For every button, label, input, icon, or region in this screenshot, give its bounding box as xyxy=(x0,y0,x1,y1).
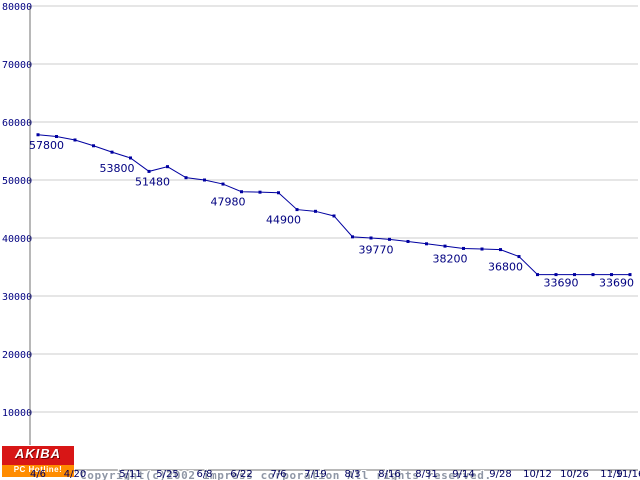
x-axis-label: 6/8 xyxy=(196,469,213,480)
svg-text:50000: 50000 xyxy=(2,176,32,187)
svg-text:10000: 10000 xyxy=(2,408,32,419)
x-axis-label: 7/6 xyxy=(270,469,287,480)
svg-text:57800: 57800 xyxy=(29,139,64,152)
x-axis-label: 9/28 xyxy=(489,469,512,480)
x-axis-label: 8/31 xyxy=(415,469,438,480)
svg-text:33690: 33690 xyxy=(599,277,634,290)
x-axis-label: 5/11 xyxy=(119,469,142,480)
x-axis-label: 8/3 xyxy=(344,469,361,480)
x-axis-label: 7/19 xyxy=(304,469,327,480)
x-axis-label: 10/12 xyxy=(523,469,552,480)
copyright-line1: Copyright(c)2002 impress corporation All… xyxy=(80,469,492,480)
svg-text:80000: 80000 xyxy=(2,2,32,13)
akiba-logo: AKIBA PC Hotline! xyxy=(2,446,74,477)
svg-text:60000: 60000 xyxy=(2,118,32,129)
svg-text:44900: 44900 xyxy=(266,214,301,227)
svg-text:47980: 47980 xyxy=(211,196,246,209)
svg-text:51480: 51480 xyxy=(135,175,170,188)
x-axis-label: 9/14 xyxy=(452,469,475,480)
x-axis-label: 8/16 xyxy=(378,469,401,480)
svg-text:40000: 40000 xyxy=(2,234,32,245)
axes xyxy=(29,6,638,473)
svg-text:38200: 38200 xyxy=(433,252,468,265)
x-axis-label: 4/6 xyxy=(29,469,47,480)
gridlines xyxy=(30,5,638,413)
svg-text:20000: 20000 xyxy=(2,350,32,361)
copyright-block: Copyright(c)2002 impress corporation All… xyxy=(80,441,492,480)
data-point-markers xyxy=(36,133,632,277)
x-axis-label: 10/26 xyxy=(560,469,589,480)
svg-text:53800: 53800 xyxy=(100,162,135,175)
svg-text:39770: 39770 xyxy=(359,243,394,256)
svg-text:36800: 36800 xyxy=(488,261,523,274)
x-axis-label: 4/20 xyxy=(63,469,87,480)
svg-text:30000: 30000 xyxy=(2,292,32,303)
x-axis-labels: 4/6 4/20 5/11 5/25 6/8 6/22 7/6 7/19 8/3 8/16 8/31… xyxy=(0,469,640,480)
svg-text:70000: 70000 xyxy=(2,60,32,71)
akiba-logo-subtitle: PC Hotline! xyxy=(2,465,74,477)
x-axis-label: 11/9 xyxy=(600,469,623,480)
akiba-logo-title: AKIBA xyxy=(2,446,74,465)
x-axis-label: 5/25 xyxy=(156,469,179,480)
svg-text:33690: 33690 xyxy=(544,277,579,290)
y-axis-labels: 10000 20000 30000 40000 50000 60000 70000 80000 xyxy=(2,2,32,419)
x-axis-label: 6/22 xyxy=(230,469,253,480)
x-axis-label: 11/16 xyxy=(615,469,640,480)
price-line xyxy=(37,134,630,276)
